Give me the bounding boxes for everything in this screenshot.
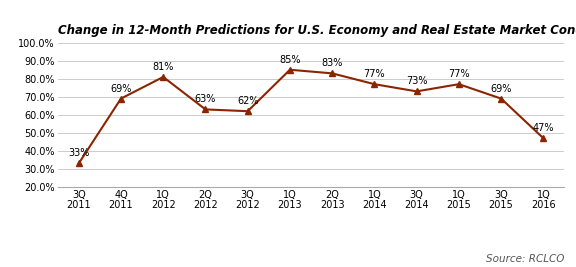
% Expecting Moderately or Significantly Better Conditions	[286, 68, 293, 71]
% Expecting Moderately or Significantly Better Conditions	[329, 72, 336, 75]
Line: % Expecting Moderately or Significantly Better Conditions: % Expecting Moderately or Significantly …	[75, 66, 547, 167]
Text: Source: RCLCO: Source: RCLCO	[486, 254, 564, 264]
Text: 81%: 81%	[153, 62, 174, 72]
% Expecting Moderately or Significantly Better Conditions	[540, 137, 547, 140]
% Expecting Moderately or Significantly Better Conditions	[160, 75, 166, 78]
% Expecting Moderately or Significantly Better Conditions	[371, 83, 378, 86]
Text: 77%: 77%	[448, 69, 469, 79]
Text: 47%: 47%	[533, 123, 554, 133]
% Expecting Moderately or Significantly Better Conditions	[498, 97, 505, 100]
Text: 62%: 62%	[237, 96, 259, 106]
Text: 85%: 85%	[279, 55, 301, 65]
% Expecting Moderately or Significantly Better Conditions	[413, 90, 420, 93]
Text: 73%: 73%	[406, 76, 427, 86]
Text: 77%: 77%	[363, 69, 385, 79]
% Expecting Moderately or Significantly Better Conditions	[75, 162, 82, 165]
Text: 69%: 69%	[490, 84, 512, 93]
Text: 83%: 83%	[321, 58, 343, 68]
Text: 63%: 63%	[195, 94, 216, 104]
Text: Change in 12-Month Predictions for U.S. Economy and Real Estate Market Condition: Change in 12-Month Predictions for U.S. …	[58, 24, 576, 37]
% Expecting Moderately or Significantly Better Conditions	[202, 108, 209, 111]
% Expecting Moderately or Significantly Better Conditions	[456, 83, 463, 86]
Text: 33%: 33%	[68, 148, 89, 158]
Text: 69%: 69%	[110, 84, 132, 93]
% Expecting Moderately or Significantly Better Conditions	[118, 97, 124, 100]
% Expecting Moderately or Significantly Better Conditions	[244, 110, 251, 113]
